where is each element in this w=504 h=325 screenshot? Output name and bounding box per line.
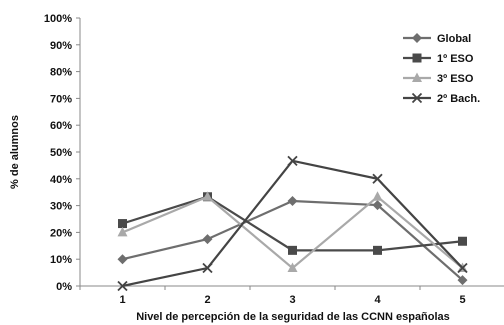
x-tick-label: 1 bbox=[119, 294, 125, 306]
legend-marker bbox=[412, 33, 422, 43]
y-tick-label: 100% bbox=[44, 13, 72, 25]
y-tick-label: 70% bbox=[50, 93, 72, 105]
legend-marker bbox=[412, 72, 422, 82]
y-tick-label: 20% bbox=[50, 227, 72, 239]
x-tick-label: 3 bbox=[289, 294, 295, 306]
legend-entry: Global bbox=[403, 33, 471, 45]
data-point bbox=[287, 196, 298, 207]
data-point bbox=[372, 173, 383, 184]
legend-label: 1º ESO bbox=[437, 53, 474, 65]
x-axis-ticks: 1 2 3 4 5 bbox=[79, 286, 466, 306]
legend: Global 1º ESO 3º ESO 2º Bach. bbox=[403, 33, 480, 105]
y-tick-label: 50% bbox=[50, 147, 72, 159]
legend-entry: 1º ESO bbox=[403, 53, 474, 65]
data-point bbox=[457, 275, 468, 286]
data-point bbox=[117, 280, 128, 292]
data-point bbox=[373, 245, 382, 255]
data-point bbox=[202, 262, 213, 274]
data-point bbox=[372, 200, 383, 211]
y-tick-label: 90% bbox=[50, 40, 72, 52]
data-point bbox=[202, 234, 213, 245]
y-tick-label: 0% bbox=[56, 281, 72, 293]
x-tick-label: 5 bbox=[459, 294, 465, 306]
y-tick-label: 60% bbox=[50, 120, 72, 132]
legend-label: 3º ESO bbox=[437, 73, 474, 85]
data-point bbox=[118, 219, 127, 229]
data-point bbox=[457, 262, 468, 274]
legend-entry: 3º ESO bbox=[403, 72, 474, 85]
data-point bbox=[288, 245, 297, 255]
data-point bbox=[287, 262, 298, 273]
data-point bbox=[117, 226, 128, 237]
series-layer bbox=[117, 155, 468, 292]
legend-marker bbox=[411, 92, 423, 104]
series-3 bbox=[117, 191, 468, 273]
data-point bbox=[287, 155, 298, 166]
y-tick-label: 10% bbox=[50, 254, 72, 266]
legend-label: Global bbox=[437, 33, 471, 45]
y-tick-label: 30% bbox=[50, 201, 72, 213]
x-axis-title: Nivel de percepción de la seguridad de l… bbox=[136, 311, 450, 323]
data-point bbox=[117, 254, 128, 265]
series-1 bbox=[117, 196, 468, 286]
y-axis-ticks: 0% 10% 20% 30% 40% 50% 60% 70% 80% 90% 100% bbox=[44, 13, 80, 293]
data-point bbox=[202, 191, 213, 201]
legend-label: 2º Bach. bbox=[437, 93, 480, 105]
y-tick-label: 40% bbox=[50, 174, 72, 186]
data-point bbox=[458, 236, 467, 246]
y-tick-label: 80% bbox=[50, 67, 72, 79]
legend-marker bbox=[412, 53, 422, 63]
x-tick-label: 4 bbox=[374, 294, 381, 306]
data-point bbox=[372, 191, 383, 201]
y-axis-title: % de alumnos bbox=[9, 115, 21, 189]
x-tick-label: 2 bbox=[204, 294, 210, 306]
series-4 bbox=[117, 155, 468, 292]
legend-entry: 2º Bach. bbox=[403, 92, 480, 105]
